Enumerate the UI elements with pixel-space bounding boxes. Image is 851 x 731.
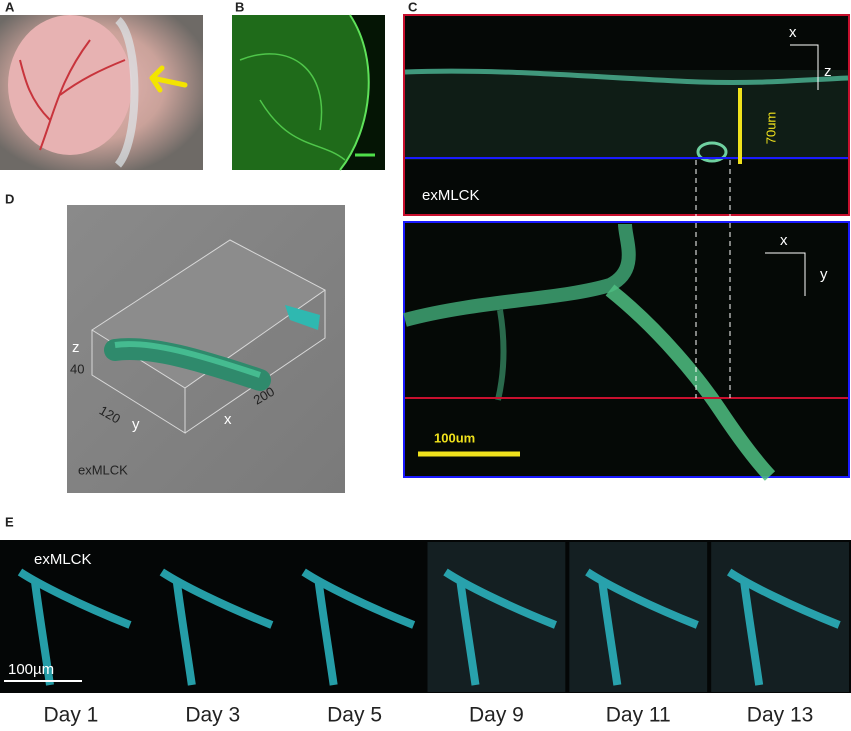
axis-label: x [780,232,788,249]
image-b [232,14,385,171]
axis-label: z [72,339,80,356]
timeline-tiles: Day 1 Day 3 Day 5 Day 9 Day 11 Day 13 [17,542,849,727]
value-label: 40 [70,361,84,376]
image-c-top [403,14,850,216]
axis-label: z [824,63,832,80]
day-label: Day 13 [747,704,814,727]
panel-label: A [5,0,15,14]
vessel [726,568,841,686]
panel-label: C [408,0,418,14]
photo-a [0,15,203,170]
panel-label: E [5,514,14,529]
image-e [0,540,851,693]
axis-label: y [820,266,828,283]
day-label: Day 11 [606,704,671,727]
day-label: Day 3 [185,704,240,727]
vessel [301,568,416,686]
day-label: Day 1 [43,704,98,727]
scale-label: 70um [763,112,778,145]
marker-label: exMLCK [78,462,128,477]
image-d [67,205,345,493]
axis-label: y [132,416,140,433]
marker-label: exMLCK [422,187,480,204]
day-label: Day 5 [327,704,382,727]
marker-label: exMLCK [34,551,92,568]
vessel [443,568,557,686]
scale-label: 100um [434,430,475,445]
image-c-bottom [403,160,850,481]
scale-label: 100µm [8,661,54,678]
vessel [585,568,699,686]
vessel [159,568,274,686]
panel-label: D [5,191,14,206]
vessel [17,568,132,686]
axis-label: x [789,24,797,41]
panel-label: B [235,0,244,14]
axis-label: x [224,411,232,428]
day-label: Day 9 [469,704,524,727]
